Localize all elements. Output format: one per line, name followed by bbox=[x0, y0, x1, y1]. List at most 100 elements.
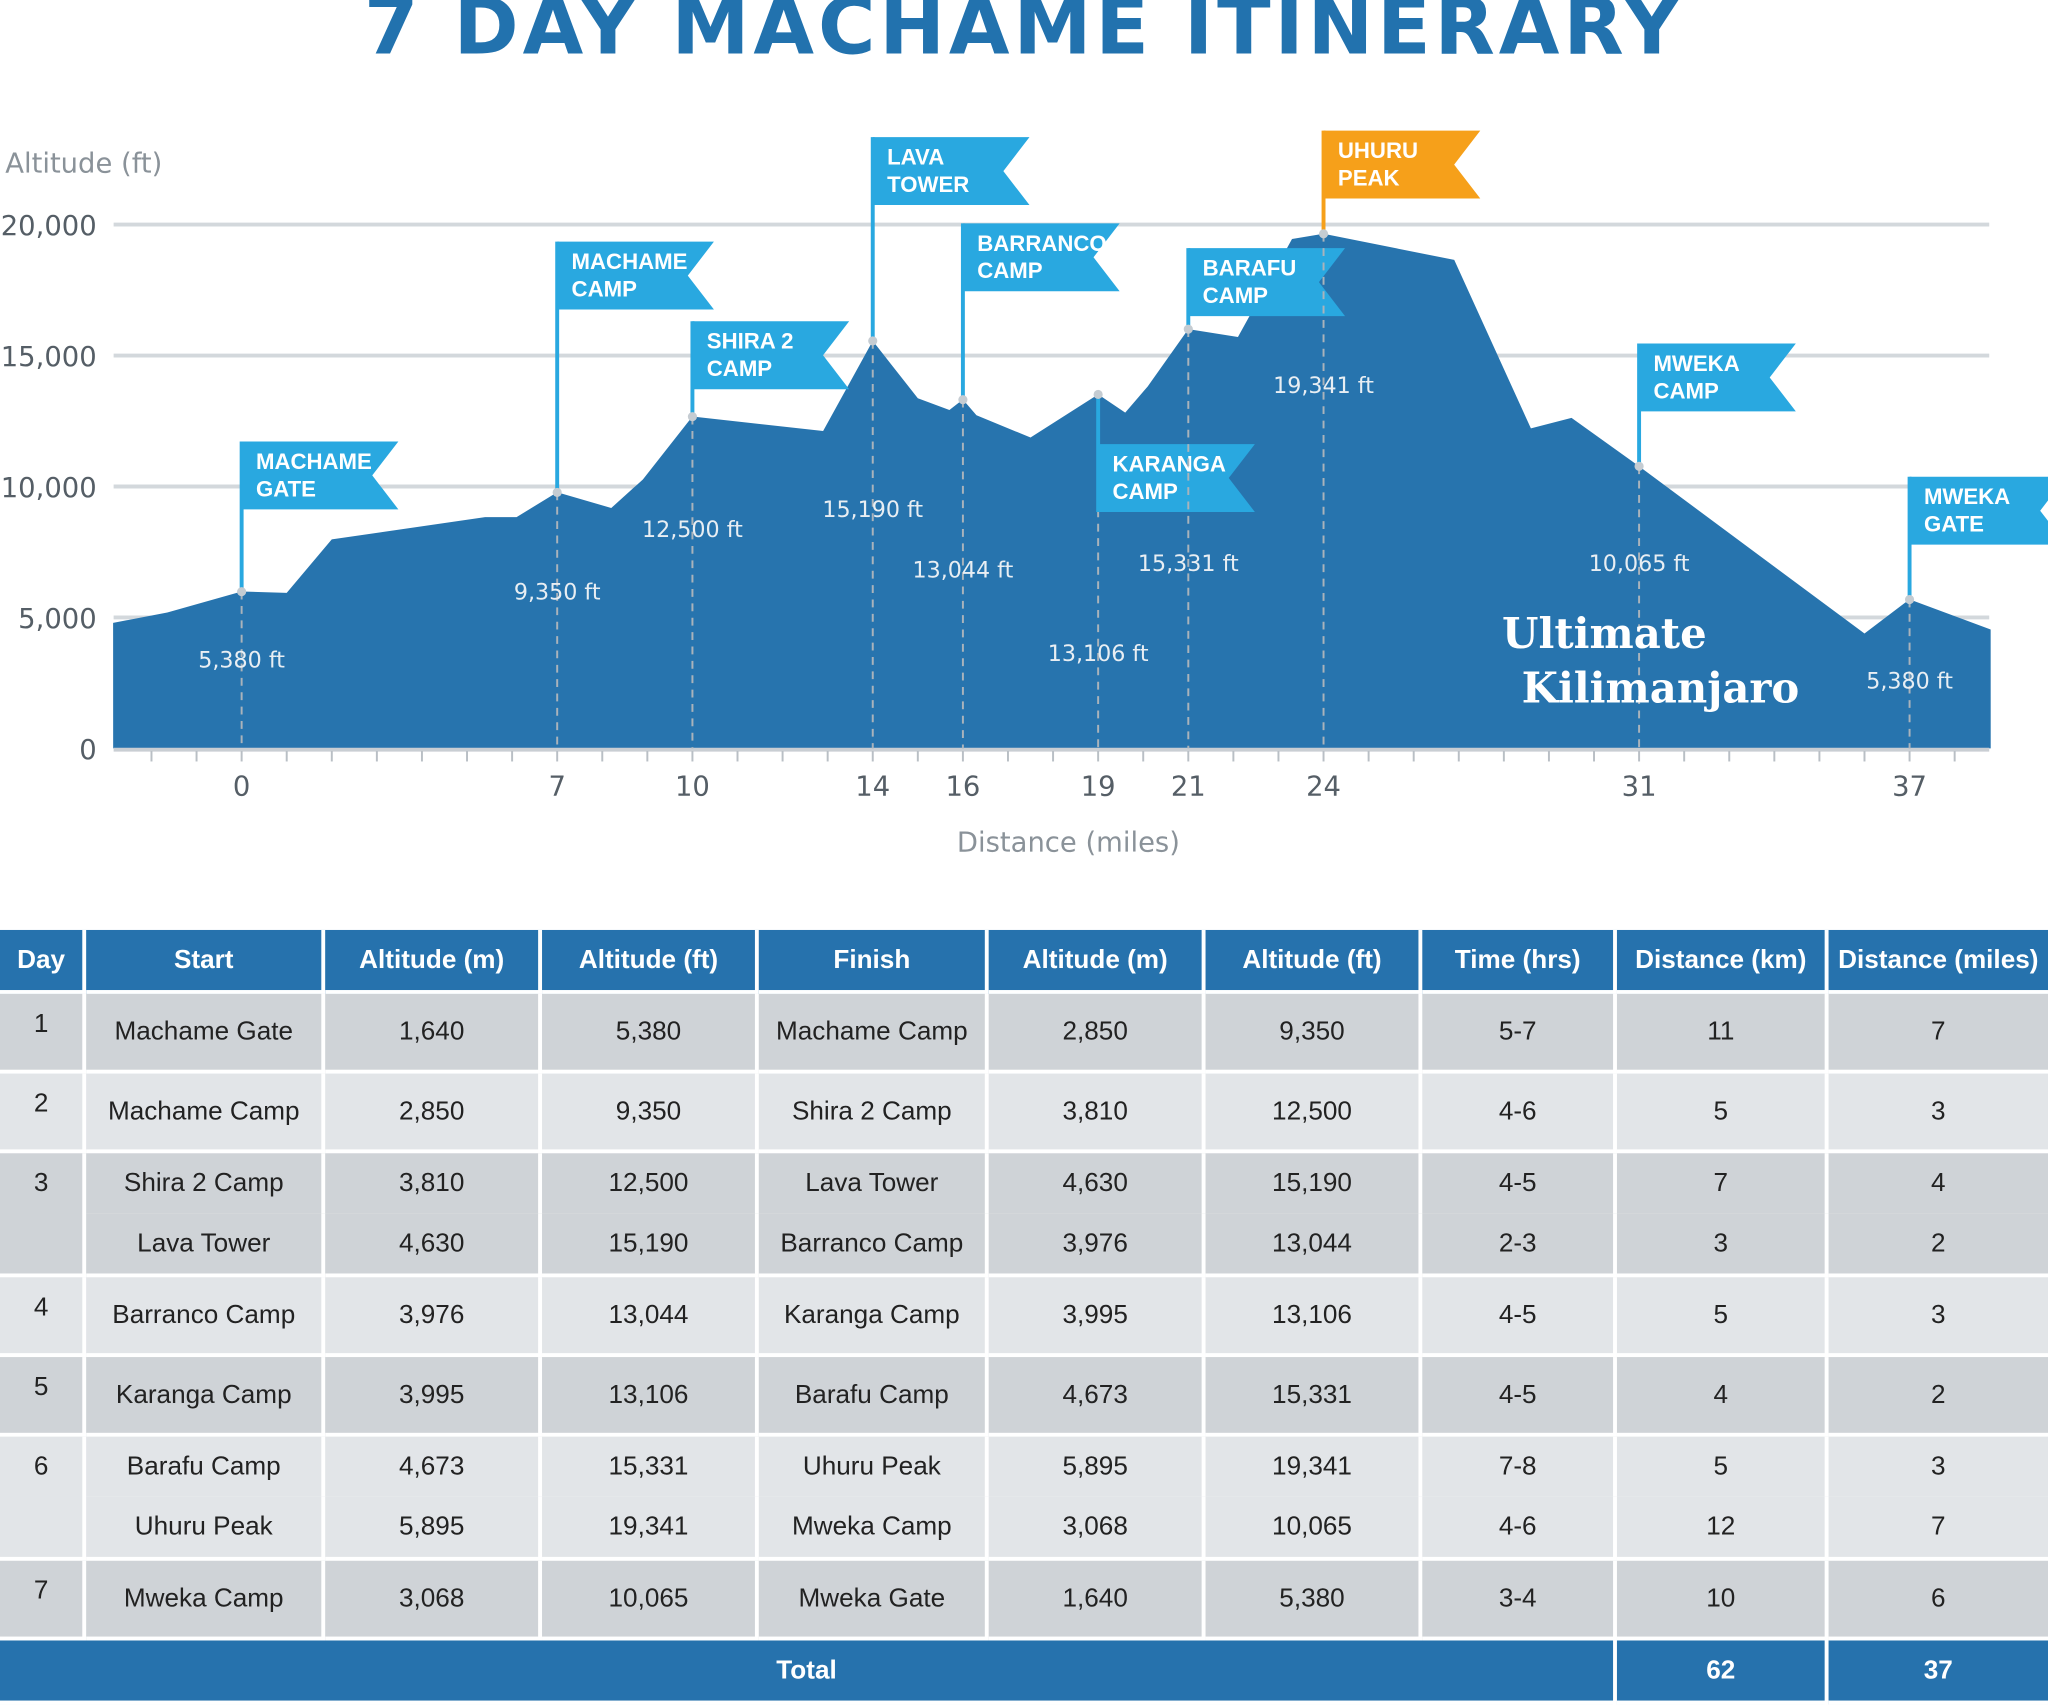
x-tick-label: 19 bbox=[1081, 771, 1116, 802]
table-cell: Lava Tower bbox=[86, 1213, 326, 1278]
table-cell: 5 bbox=[1616, 1436, 1829, 1497]
table-cell: 5-7 bbox=[1422, 993, 1617, 1074]
table-cell: 3 bbox=[1828, 1277, 2048, 1358]
waypoint-marker bbox=[237, 587, 247, 597]
column-header: Altitude (m) bbox=[325, 929, 543, 994]
total-miles: 37 bbox=[1828, 1640, 2048, 1705]
table-row: Uhuru Peak 5,895 19,341 Mweka Camp 3,068 10,0… bbox=[0, 1496, 2048, 1561]
table-cell: 4-5 bbox=[1422, 1153, 1617, 1214]
day-cell: 6 bbox=[0, 1436, 87, 1561]
altitude-label: 10,065 ft bbox=[1589, 551, 1690, 577]
day-cell: 5 bbox=[0, 1357, 87, 1437]
total-km: 62 bbox=[1616, 1640, 1829, 1705]
waypoint-marker bbox=[552, 487, 562, 497]
column-header: Start bbox=[86, 929, 326, 994]
table-row: 4 Barranco Camp 3,976 13,044 Karanga Camp 3,9… bbox=[0, 1277, 2048, 1358]
table-cell: 9,350 bbox=[542, 1073, 759, 1154]
table-cell: 13,044 bbox=[542, 1277, 759, 1358]
table-cell: 5,895 bbox=[988, 1436, 1206, 1497]
waypoint-mweka-gate: MWEKA GATE 5,380 ft bbox=[1866, 476, 2048, 749]
flag-label: CAMP bbox=[977, 258, 1043, 283]
table-cell: 9,350 bbox=[1205, 993, 1423, 1074]
table-row: 1 Machame Gate 1,640 5,380 Machame Camp 2,850… bbox=[0, 993, 2048, 1074]
table-cell: Mweka Gate bbox=[758, 1560, 989, 1641]
table-row: 7 Mweka Camp 3,068 10,065 Mweka Gate 1,640 5,3… bbox=[0, 1560, 2048, 1641]
table-cell: 13,106 bbox=[542, 1357, 759, 1437]
itinerary-table: Day Start Altitude (m) Altitude (ft) Finish A… bbox=[0, 929, 2048, 1705]
elevation-chart: Altitude (ft) 0 5,000 10,000 15,000 20,000 0 7 1… bbox=[1, 130, 2048, 859]
table-cell: Barranco Camp bbox=[86, 1277, 326, 1358]
table-row: 2 Machame Camp 2,850 9,350 Shira 2 Camp 3,810… bbox=[0, 1073, 2048, 1154]
table-cell: 5 bbox=[1616, 1277, 1829, 1358]
table-cell: 4,673 bbox=[988, 1357, 1206, 1437]
table-cell: Uhuru Peak bbox=[758, 1436, 989, 1497]
table-cell: 15,331 bbox=[1205, 1357, 1423, 1437]
table-cell: 2,850 bbox=[988, 993, 1206, 1074]
column-header: Day bbox=[0, 929, 87, 994]
y-tick-label: 5,000 bbox=[18, 604, 96, 635]
table-cell: Barranco Camp bbox=[758, 1213, 989, 1278]
flag-icon bbox=[1909, 476, 2048, 545]
table-cell: 12 bbox=[1616, 1496, 1829, 1561]
table-cell: 2 bbox=[1828, 1213, 2048, 1278]
table-cell: 3 bbox=[1828, 1436, 2048, 1497]
table-cell: 4-6 bbox=[1422, 1496, 1617, 1561]
flag-label: LAVA bbox=[887, 145, 944, 170]
flag-label: MACHAME bbox=[256, 449, 372, 474]
day-cell: 7 bbox=[0, 1560, 87, 1641]
waypoint-marker bbox=[958, 395, 968, 405]
table-cell: 7 bbox=[1828, 1496, 2048, 1561]
flag-label: BARRANCO bbox=[977, 231, 1106, 256]
y-axis-title: Altitude (ft) bbox=[5, 148, 162, 179]
table-row: 6 Barafu Camp 4,673 15,331 Uhuru Peak 5,895 19… bbox=[0, 1436, 2048, 1561]
flag-icon bbox=[1639, 343, 1796, 412]
table-cell: 5,380 bbox=[542, 993, 759, 1074]
flag-label: PEAK bbox=[1338, 165, 1400, 190]
waypoint-marker bbox=[1634, 461, 1644, 471]
table-cell: 4-5 bbox=[1422, 1357, 1617, 1437]
table-cell: 15,190 bbox=[542, 1213, 759, 1278]
table-cell: 7 bbox=[1616, 1153, 1829, 1214]
column-header: Finish bbox=[758, 929, 989, 994]
flag-icon bbox=[241, 441, 399, 510]
table-cell: Barafu Camp bbox=[758, 1357, 989, 1437]
day-cell: 3 bbox=[0, 1153, 87, 1278]
table-cell: Machame Camp bbox=[86, 1073, 326, 1154]
column-header: Time (hrs) bbox=[1422, 929, 1617, 994]
flag-icon bbox=[1098, 444, 1255, 512]
altitude-label: 12,500 ft bbox=[642, 517, 743, 543]
ultimate-kilimanjaro-logo: Ultimate Kilimanjaro bbox=[1502, 609, 1799, 713]
flag-label: GATE bbox=[1924, 512, 1984, 537]
waypoint-marker bbox=[1093, 389, 1103, 400]
table-cell: 13,106 bbox=[1205, 1277, 1423, 1358]
total-row: Total 62 37 bbox=[0, 1640, 2048, 1705]
column-header: Altitude (ft) bbox=[1205, 929, 1423, 994]
table-cell: 4,630 bbox=[325, 1213, 543, 1278]
table-cell: Shira 2 Camp bbox=[758, 1073, 989, 1154]
flag-label: KARANGA bbox=[1113, 452, 1226, 477]
table-cell: 7-8 bbox=[1422, 1436, 1617, 1497]
table-cell: 4 bbox=[1616, 1357, 1829, 1437]
y-tick-label: 15,000 bbox=[1, 342, 97, 373]
waypoint-marker bbox=[1183, 324, 1193, 334]
table-cell: 3,995 bbox=[988, 1277, 1206, 1358]
table-row: 3 Shira 2 Camp 3,810 12,500 Lava Tower 4,630 1… bbox=[0, 1153, 2048, 1278]
table-cell: Uhuru Peak bbox=[86, 1496, 326, 1561]
total-label: Total bbox=[0, 1640, 1617, 1705]
waypoint-marker bbox=[1318, 229, 1329, 239]
flag-label: CAMP bbox=[572, 276, 638, 301]
x-tick-label: 7 bbox=[548, 771, 565, 802]
x-axis-title: Distance (miles) bbox=[957, 828, 1180, 859]
table-cell: Mweka Camp bbox=[86, 1560, 326, 1641]
table-cell: 15,331 bbox=[542, 1436, 759, 1497]
waypoint-marker bbox=[868, 336, 878, 346]
x-tick-label: 0 bbox=[233, 771, 250, 802]
flag-icon bbox=[557, 241, 714, 310]
flag-label: MACHAME bbox=[572, 249, 688, 274]
